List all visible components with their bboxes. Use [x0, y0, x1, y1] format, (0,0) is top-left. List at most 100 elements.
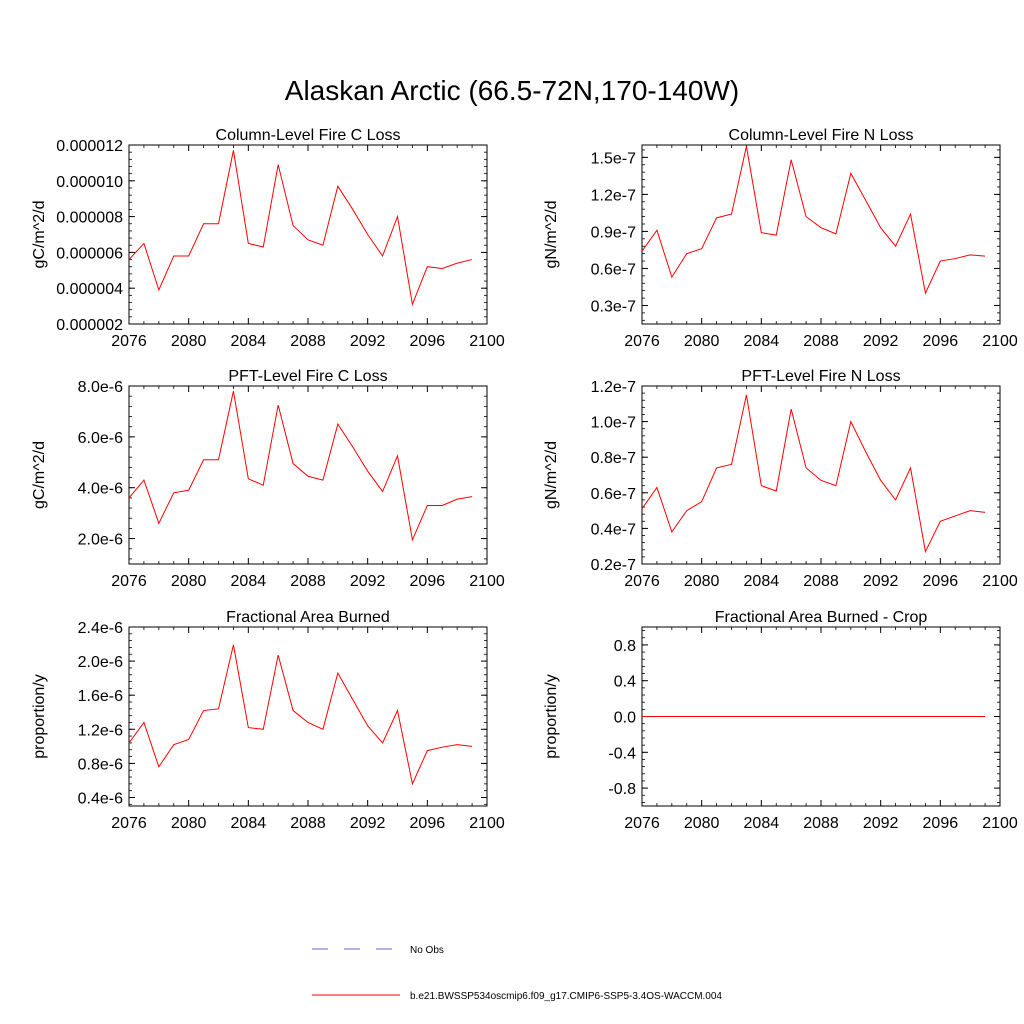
- y-tick-label: 2.4e-6: [78, 620, 123, 637]
- y-tick-label: 1.6e-6: [78, 688, 123, 705]
- x-tick-label: 2092: [350, 815, 386, 832]
- y-tick-label: 0.0: [614, 710, 636, 727]
- plot-frame: [128, 144, 488, 325]
- y-tick-label: 1.2e-7: [591, 187, 636, 204]
- y-axis-label: gC/m^2/d: [31, 441, 48, 509]
- y-tick-label: 1.2e-6: [78, 722, 123, 739]
- x-tick-label: 2084: [744, 333, 780, 350]
- x-tick-label: 2100: [982, 815, 1018, 832]
- y-tick-label: 0.2e-7: [591, 557, 636, 574]
- series-line: [641, 146, 986, 295]
- y-tick-label: 0.6e-7: [591, 261, 636, 278]
- y-tick-label: 0.9e-7: [591, 224, 636, 241]
- y-axis-label: proportion/y: [31, 674, 48, 759]
- chart-title: PFT-Level Fire N Loss: [741, 368, 900, 385]
- y-axis-label: gN/m^2/d: [543, 201, 560, 269]
- x-tick-label: 2096: [410, 573, 446, 590]
- x-tick-label: 2080: [171, 815, 207, 832]
- x-tick-label: 2080: [684, 573, 720, 590]
- chart-title: Fractional Area Burned: [226, 609, 390, 626]
- x-tick-label: 2084: [231, 815, 267, 832]
- chart-title: Column-Level Fire N Loss: [729, 127, 914, 144]
- x-tick-label: 2100: [982, 333, 1018, 350]
- y-tick-label: 0.4e-6: [78, 790, 123, 807]
- y-tick-label: 0.000006: [56, 245, 123, 262]
- y-tick-label: 0.000002: [56, 317, 123, 334]
- plot-frame: [128, 385, 488, 565]
- y-axis-label: gN/m^2/d: [543, 441, 560, 509]
- y-tick-label: 0.000008: [56, 210, 123, 227]
- y-tick-label: 0.000004: [56, 281, 123, 298]
- x-tick-label: 2088: [803, 573, 839, 590]
- x-tick-label: 2088: [290, 815, 326, 832]
- y-tick-label: 0.8e-7: [591, 450, 636, 467]
- x-tick-label: 2096: [923, 333, 959, 350]
- x-tick-label: 2080: [171, 573, 207, 590]
- y-tick-label: 0.6e-7: [591, 486, 636, 503]
- x-tick-label: 2080: [171, 333, 207, 350]
- legend-model-label: b.e21.BWSSP534oscmip6.f09_g17.CMIP6-SSP5…: [410, 991, 722, 1002]
- x-tick-label: 2092: [350, 333, 386, 350]
- series-line: [128, 390, 473, 542]
- x-tick-label: 2092: [863, 573, 899, 590]
- y-tick-label: -0.8: [608, 781, 636, 798]
- x-tick-label: 2088: [803, 815, 839, 832]
- x-tick-label: 2100: [469, 573, 505, 590]
- series-line: [128, 150, 473, 307]
- x-tick-label: 2092: [863, 333, 899, 350]
- x-tick-label: 2092: [350, 573, 386, 590]
- x-tick-label: 2076: [111, 333, 147, 350]
- plot-frame: [128, 626, 488, 807]
- y-tick-label: 6.0e-6: [78, 430, 123, 447]
- series-line: [641, 394, 986, 554]
- x-tick-label: 2084: [744, 815, 780, 832]
- x-tick-label: 2080: [684, 333, 720, 350]
- y-tick-label: 0.4e-7: [591, 521, 636, 538]
- legend: No Obs b.e21.BWSSP534oscmip6.f09_g17.CMI…: [312, 945, 722, 1002]
- chart-title: Column-Level Fire C Loss: [216, 127, 401, 144]
- x-tick-label: 2084: [231, 333, 267, 350]
- x-tick-label: 2096: [410, 333, 446, 350]
- x-tick-label: 2076: [111, 815, 147, 832]
- x-tick-label: 2088: [290, 573, 326, 590]
- y-tick-label: 1.2e-7: [591, 379, 636, 396]
- y-tick-label: 2.0e-6: [78, 654, 123, 671]
- x-tick-label: 2076: [624, 573, 660, 590]
- x-tick-label: 2076: [624, 815, 660, 832]
- y-axis-label: gC/m^2/d: [31, 201, 48, 269]
- page-title: Alaskan Arctic (66.5-72N,170-140W): [285, 75, 739, 106]
- y-tick-label: 1.0e-7: [591, 415, 636, 432]
- x-tick-label: 2080: [684, 815, 720, 832]
- chart-title: Fractional Area Burned - Crop: [715, 609, 928, 626]
- x-tick-label: 2084: [744, 573, 780, 590]
- legend-obs-label: No Obs: [410, 945, 444, 956]
- chart-panel-col-fire-n: Column-Level Fire N Loss gN/m^2/d 2076 2080…: [543, 127, 1018, 350]
- x-tick-label: 2100: [469, 333, 505, 350]
- x-tick-label: 2100: [982, 573, 1018, 590]
- x-tick-label: 2096: [923, 815, 959, 832]
- chart-panel-col-fire-c: Column-Level Fire C Loss gC/m^2/d 2076 2080…: [31, 127, 505, 350]
- y-tick-label: 0.8e-6: [78, 756, 123, 773]
- y-tick-label: 0.8: [614, 638, 636, 655]
- y-tick-label: 0.000010: [56, 174, 123, 191]
- x-tick-label: 2084: [231, 573, 267, 590]
- y-tick-label: 0.3e-7: [591, 298, 636, 315]
- plot-frame: [641, 144, 1001, 325]
- chart-panel-pft-fire-n: PFT-Level Fire N Loss gN/m^2/d 2076 2080 208…: [543, 368, 1018, 590]
- x-tick-label: 2092: [863, 815, 899, 832]
- x-tick-label: 2088: [803, 333, 839, 350]
- chart-panel-frac-area-burned: Fractional Area Burned proportion/y 2076 20…: [31, 609, 505, 832]
- x-tick-label: 2076: [111, 573, 147, 590]
- series-line: [128, 644, 473, 786]
- chart-panel-pft-fire-c: PFT-Level Fire C Loss gC/m^2/d 2076 2080 208…: [31, 368, 505, 590]
- y-tick-label: 4.0e-6: [78, 481, 123, 498]
- y-tick-label: 0.000012: [56, 138, 123, 155]
- x-tick-label: 2096: [923, 573, 959, 590]
- x-tick-label: 2096: [410, 815, 446, 832]
- plot-frame: [641, 385, 1001, 565]
- chart-title: PFT-Level Fire C Loss: [228, 368, 387, 385]
- y-tick-label: 0.4: [614, 674, 636, 691]
- y-axis-label: proportion/y: [543, 674, 560, 759]
- y-tick-label: 1.5e-7: [591, 150, 636, 167]
